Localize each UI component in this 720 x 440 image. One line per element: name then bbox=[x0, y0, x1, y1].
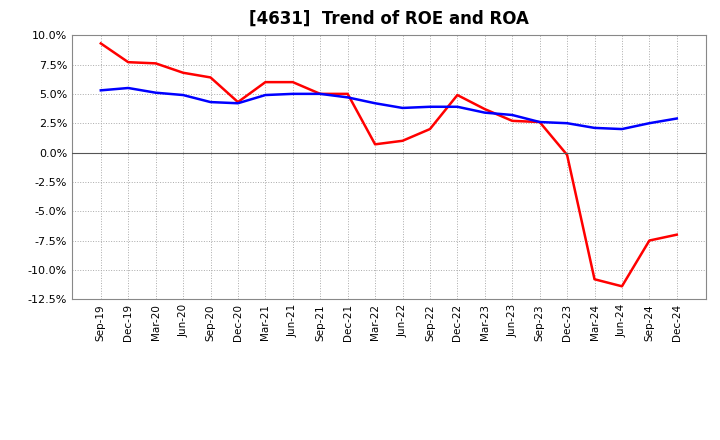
ROA bbox=[536, 119, 544, 125]
ROE bbox=[536, 119, 544, 125]
ROE bbox=[618, 284, 626, 289]
ROA bbox=[453, 104, 462, 110]
ROE bbox=[261, 80, 270, 85]
ROE bbox=[343, 91, 352, 96]
ROA bbox=[426, 104, 434, 110]
ROE bbox=[96, 41, 105, 46]
ROE bbox=[124, 59, 132, 65]
ROA bbox=[151, 90, 160, 95]
ROA bbox=[289, 91, 297, 96]
ROE bbox=[233, 99, 242, 105]
ROE bbox=[508, 118, 516, 124]
ROA bbox=[261, 92, 270, 98]
ROE bbox=[371, 142, 379, 147]
ROA bbox=[398, 105, 407, 110]
ROA bbox=[563, 121, 572, 126]
ROE bbox=[426, 126, 434, 132]
ROE bbox=[289, 80, 297, 85]
ROE bbox=[563, 152, 572, 158]
ROA bbox=[508, 112, 516, 117]
ROA bbox=[179, 92, 187, 98]
ROE bbox=[480, 106, 489, 112]
ROE bbox=[206, 75, 215, 80]
ROE bbox=[398, 138, 407, 143]
ROA bbox=[343, 95, 352, 100]
ROA bbox=[645, 121, 654, 126]
Title: [4631]  Trend of ROE and ROA: [4631] Trend of ROE and ROA bbox=[249, 10, 528, 28]
ROA bbox=[233, 101, 242, 106]
ROE bbox=[590, 277, 599, 282]
ROA bbox=[590, 125, 599, 131]
ROE bbox=[645, 238, 654, 243]
ROA bbox=[480, 110, 489, 115]
ROA bbox=[124, 85, 132, 91]
ROA bbox=[672, 116, 681, 121]
ROE bbox=[316, 91, 325, 96]
ROA bbox=[371, 101, 379, 106]
ROE bbox=[453, 92, 462, 98]
ROA bbox=[618, 126, 626, 132]
Line: ROA: ROA bbox=[101, 88, 677, 129]
ROE bbox=[179, 70, 187, 75]
Line: ROE: ROE bbox=[101, 44, 677, 286]
ROA bbox=[206, 99, 215, 105]
ROA bbox=[316, 91, 325, 96]
ROE bbox=[672, 232, 681, 237]
ROA bbox=[96, 88, 105, 93]
ROE bbox=[151, 61, 160, 66]
